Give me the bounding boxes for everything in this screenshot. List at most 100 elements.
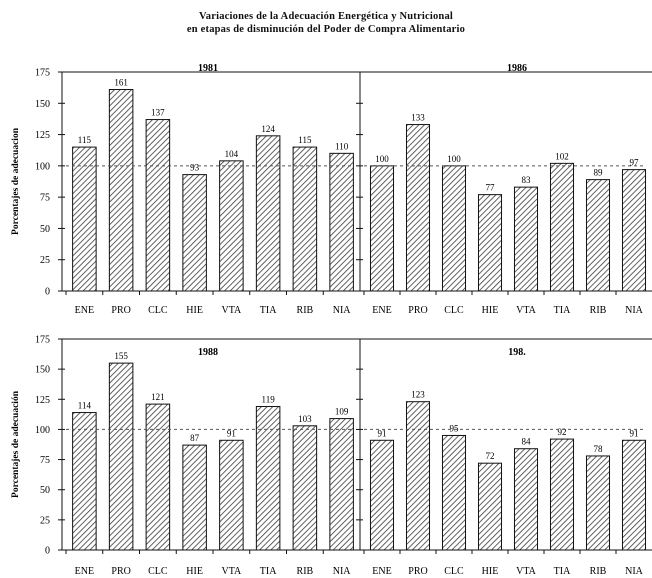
data-label-vta: 91 xyxy=(227,428,236,438)
x-tick-label-nia: NIA xyxy=(333,566,352,577)
y-tick-label: 125 xyxy=(35,395,50,406)
panel-title: 1986 xyxy=(507,63,527,74)
data-label-rib: 103 xyxy=(298,414,312,424)
bar-tia xyxy=(255,135,281,292)
bar-hie xyxy=(182,444,207,551)
bar-tia xyxy=(549,162,575,292)
x-tick-label-rib: RIB xyxy=(297,305,314,316)
data-label-hie: 77 xyxy=(486,183,496,193)
y-tick-label: 25 xyxy=(40,255,50,266)
y-tick-label: 175 xyxy=(35,335,50,346)
data-label-rib: 115 xyxy=(298,135,312,145)
data-label-nia: 91 xyxy=(630,428,639,438)
y-tick-label: 50 xyxy=(40,224,50,235)
bar-hie xyxy=(182,174,207,292)
bar-vta xyxy=(513,186,539,292)
data-label-nia: 97 xyxy=(630,158,640,168)
bar-vta xyxy=(219,439,244,551)
bar-pro xyxy=(405,401,431,551)
x-tick-label-clc: CLC xyxy=(444,305,464,316)
x-tick-label-pro: PRO xyxy=(408,566,427,577)
data-label-vta: 83 xyxy=(522,175,532,185)
x-tick-label-vta: VTA xyxy=(516,566,537,577)
data-label-nia: 109 xyxy=(335,407,349,417)
chart-title-line2: en etapas de disminución del Poder de Co… xyxy=(186,24,466,35)
x-tick-label-clc: CLC xyxy=(148,305,168,316)
data-label-ene: 100 xyxy=(375,154,389,164)
bar-rib xyxy=(585,455,611,551)
x-tick-label-nia: NIA xyxy=(333,305,352,316)
y-axis-title: Porcentajes de adecuacion xyxy=(11,127,21,235)
data-label-tia: 92 xyxy=(558,427,567,437)
x-tick-label-vta: VTA xyxy=(516,305,537,316)
data-label-hie: 93 xyxy=(190,163,200,173)
bar-clc xyxy=(145,403,171,551)
y-axis-title: Porcentajes de adecuación xyxy=(11,390,21,498)
x-tick-label-ene: ENE xyxy=(75,566,94,577)
x-tick-label-hie: HIE xyxy=(482,305,499,316)
y-tick-label: 100 xyxy=(35,425,50,436)
data-label-clc: 100 xyxy=(447,154,461,164)
x-tick-label-hie: HIE xyxy=(186,566,203,577)
x-tick-label-pro: PRO xyxy=(111,566,130,577)
panel-title: 1988 xyxy=(198,347,218,358)
y-tick-label: 25 xyxy=(40,515,50,526)
x-tick-label-tia: TIA xyxy=(554,566,571,577)
x-tick-label-vta: VTA xyxy=(221,566,242,577)
bar-vta xyxy=(219,160,244,292)
x-tick-label-ene: ENE xyxy=(75,305,94,316)
y-tick-label: 0 xyxy=(45,546,50,557)
data-label-ene: 114 xyxy=(78,401,92,411)
x-tick-label-rib: RIB xyxy=(297,566,314,577)
data-label-vta: 84 xyxy=(522,437,532,447)
bar-pro xyxy=(108,89,134,292)
x-tick-label-rib: RIB xyxy=(590,305,607,316)
x-tick-label-hie: HIE xyxy=(482,566,499,577)
y-tick-label: 125 xyxy=(35,130,50,141)
bar-pro xyxy=(405,124,431,292)
bar-clc xyxy=(441,165,467,292)
data-label-vta: 104 xyxy=(225,149,239,159)
data-label-rib: 89 xyxy=(594,168,604,178)
data-label-clc: 137 xyxy=(151,108,165,118)
data-label-clc: 121 xyxy=(151,392,165,402)
bar-rib xyxy=(292,425,318,551)
bar-vta xyxy=(513,448,539,551)
bar-ene xyxy=(72,412,97,551)
bar-tia xyxy=(255,406,281,551)
data-label-hie: 72 xyxy=(486,451,495,461)
x-tick-label-clc: CLC xyxy=(148,566,168,577)
x-tick-label-vta: VTA xyxy=(221,305,242,316)
x-tick-label-tia: TIA xyxy=(260,566,277,577)
data-label-tia: 119 xyxy=(262,395,276,405)
x-tick-label-tia: TIA xyxy=(554,305,571,316)
x-tick-label-nia: NIA xyxy=(625,566,644,577)
bar-hie xyxy=(477,194,503,292)
bar-tia xyxy=(549,438,575,551)
panel-title: 198. xyxy=(508,347,526,358)
y-tick-label: 150 xyxy=(35,365,50,376)
bar-pro xyxy=(108,362,134,551)
data-label-pro: 123 xyxy=(411,390,425,400)
bar-hie xyxy=(477,462,503,551)
bar-ene xyxy=(369,439,395,551)
y-tick-label: 175 xyxy=(35,68,50,79)
bar-rib xyxy=(292,146,318,292)
bar-ene xyxy=(369,165,395,292)
bar-clc xyxy=(145,119,171,292)
bar-nia xyxy=(621,439,647,551)
bar-nia xyxy=(329,418,354,551)
x-tick-label-tia: TIA xyxy=(260,305,277,316)
y-tick-label: 75 xyxy=(40,455,50,466)
bar-clc xyxy=(441,434,467,551)
bar-nia xyxy=(621,169,647,292)
data-label-hie: 87 xyxy=(190,433,200,443)
panel-title: 1981 xyxy=(198,63,218,74)
x-tick-label-nia: NIA xyxy=(625,305,644,316)
data-label-tia: 124 xyxy=(261,124,275,134)
data-label-pro: 133 xyxy=(411,113,425,123)
data-label-pro: 161 xyxy=(114,78,128,88)
x-tick-label-hie: HIE xyxy=(186,305,203,316)
data-label-ene: 115 xyxy=(78,135,92,145)
